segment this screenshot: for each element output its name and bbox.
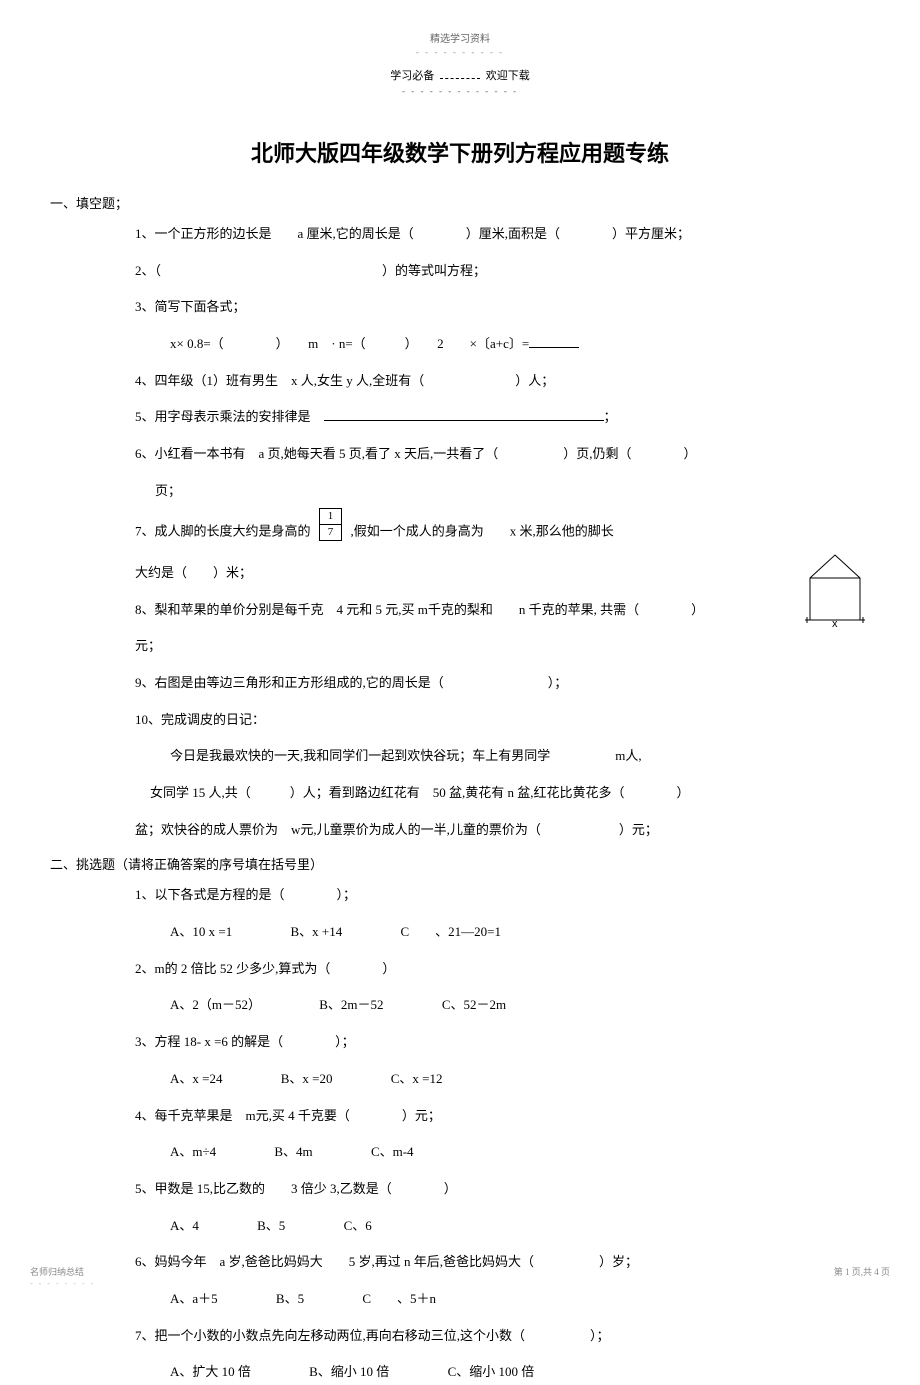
s2-q6-b: B、5	[276, 1287, 304, 1312]
s2-q3-c: C、x =12	[391, 1067, 443, 1092]
s2-q4-options: A、m÷4 B、4m C、m-4	[170, 1140, 870, 1165]
s1-q6-cont: 页；	[155, 479, 870, 504]
footer-right: 第 1 页,共 4 页	[834, 1265, 890, 1278]
s2-q4-c: C、m-4	[371, 1140, 414, 1165]
s2-q7-b: B、缩小 10 倍	[309, 1360, 389, 1385]
s2-q2-options: A、2（m－52） B、2m－52 C、52－2m	[170, 993, 870, 1018]
s2-q5-c: C、6	[344, 1214, 372, 1239]
pentagon-label: x	[832, 618, 838, 630]
fraction-denominator: 7	[320, 525, 342, 540]
header-dashes: - - - - - - - - - -	[50, 47, 870, 57]
section2-header: 二、挑选题（请将正确答案的序号填在括号里）	[50, 854, 870, 873]
s1-q5-end: ；	[604, 409, 617, 424]
s1-q10: 10、完成调皮的日记：	[135, 708, 870, 733]
header-sub-right: 欢迎下载	[486, 70, 530, 82]
s2-q1: 1、以下各式是方程的是（ ）；	[135, 883, 870, 908]
s2-q6-c: C 、5＋n	[362, 1287, 436, 1312]
fraction-box: 1 7	[319, 508, 343, 541]
s1-q5: 5、用字母表示乘法的安排律是 ；	[135, 405, 870, 430]
s1-q3-sub-text: x× 0.8=（ ） m · n=（ ） 2 ×〔a+c〕=	[170, 336, 529, 351]
page-title: 北师大版四年级数学下册列方程应用题专练	[50, 136, 870, 168]
footer-dashes: - - - - - - - -	[30, 1279, 95, 1288]
footer: 名师归纳总结 - - - - - - - - 第 1 页,共 4 页	[30, 1265, 890, 1288]
s1-q7-part1: 7、成人脚的长度大约是身高的	[135, 523, 311, 538]
section1-header: 一、填空题；	[50, 193, 870, 212]
s2-q4: 4、每千克苹果是 m元,买 4 千克要（ ）元；	[135, 1104, 870, 1129]
s1-q3: 3、简写下面各式；	[135, 295, 870, 320]
s1-q10-line1: 今日是我最欢快的一天,我和同学们一起到欢快谷玩；车上有男同学 m人,	[170, 744, 870, 769]
header-sub: 学习必备 欢迎下载	[50, 67, 870, 83]
s2-q7-options: A、扩大 10 倍 B、缩小 10 倍 C、缩小 100 倍	[170, 1360, 870, 1385]
s1-q10-line2: 女同学 15 人,共（ ）人；看到路边红花有 50 盆,黄花有 n 盆,红花比黄…	[150, 781, 870, 806]
s2-q1-b: B、x +14	[290, 920, 342, 945]
header-tiny-text: 精选学习资料	[50, 30, 870, 45]
s1-q7-part2: ,假如一个成人的身高为 x 米,那么他的脚长	[351, 523, 614, 538]
s2-q2-a: A、2（m－52）	[170, 993, 261, 1018]
s2-q3-a: A、x =24	[170, 1067, 222, 1092]
s2-q5-b: B、5	[257, 1214, 285, 1239]
s1-q2: 2、（ ）的等式叫方程；	[135, 259, 870, 284]
s2-q3: 3、方程 18- x =6 的解是（ ）；	[135, 1030, 870, 1055]
s1-q8: 8、梨和苹果的单价分别是每千克 4 元和 5 元,买 m千克的梨和 n 千克的苹…	[135, 598, 870, 623]
header-sub-left: 学习必备	[390, 70, 434, 82]
s1-q3-sub: x× 0.8=（ ） m · n=（ ） 2 ×〔a+c〕=	[170, 332, 870, 357]
s1-q9: 9、右图是由等边三角形和正方形组成的,它的周长是（ ）；	[135, 671, 870, 696]
s1-q8-cont: 元；	[135, 634, 870, 659]
header-dashes-2: - - - - - - - - - - - - -	[50, 86, 870, 96]
s2-q2: 2、m的 2 倍比 52 少多少,算式为（ ）	[135, 957, 870, 982]
s2-q1-a: A、10 x =1	[170, 920, 232, 945]
s1-q7-cont: 大约是（ ）米；	[135, 561, 870, 586]
s1-q5-text: 5、用字母表示乘法的安排律是	[135, 409, 324, 424]
fraction-numerator: 1	[320, 509, 342, 525]
s2-q5-a: A、4	[170, 1214, 199, 1239]
s2-q7-c: C、缩小 100 倍	[448, 1360, 535, 1385]
s2-q5: 5、甲数是 15,比乙数的 3 倍少 3,乙数是（ ）	[135, 1177, 870, 1202]
s2-q5-options: A、4 B、5 C、6	[170, 1214, 870, 1239]
header-blank	[440, 78, 480, 79]
s2-q2-c: C、52－2m	[442, 993, 506, 1018]
footer-left: 名师归纳总结 - - - - - - - -	[30, 1265, 95, 1288]
s2-q6-options: A、a＋5 B、5 C 、5＋n	[170, 1287, 870, 1312]
s2-q4-a: A、m÷4	[170, 1140, 216, 1165]
s2-q7: 7、把一个小数的小数点先向左移动两位,再向右移动三位,这个小数（ ）；	[135, 1324, 870, 1349]
s1-q1: 1、一个正方形的边长是 a 厘米,它的周长是（ ）厘米,面积是（ ）平方厘米；	[135, 222, 870, 247]
footer-left-text: 名师归纳总结	[30, 1267, 84, 1277]
s2-q1-c: C 、21—20=1	[401, 920, 502, 945]
s1-q4: 4、四年级（1）班有男生 x 人,女生 y 人,全班有（ ）人；	[135, 369, 870, 394]
s1-q5-blank	[324, 420, 604, 421]
s2-q7-a: A、扩大 10 倍	[170, 1360, 251, 1385]
s2-q4-b: B、4m	[274, 1140, 312, 1165]
s1-q7: 7、成人脚的长度大约是身高的 1 7 ,假如一个成人的身高为 x 米,那么他的脚…	[135, 516, 870, 549]
s2-q6-a: A、a＋5	[170, 1287, 218, 1312]
s2-q1-options: A、10 x =1 B、x +14 C 、21—20=1	[170, 920, 870, 945]
s2-q3-b: B、x =20	[281, 1067, 333, 1092]
s1-q3-blank	[529, 347, 579, 348]
s1-q6: 6、小红看一本书有 a 页,她每天看 5 页,看了 x 天后,一共看了（ ）页,…	[135, 442, 870, 467]
pentagon-shape: x	[805, 550, 865, 630]
s2-q2-b: B、2m－52	[319, 993, 383, 1018]
s2-q3-options: A、x =24 B、x =20 C、x =12	[170, 1067, 870, 1092]
s1-q10-line3: 盆；欢快谷的成人票价为 w元,儿童票价为成人的一半,儿童的票价为（ ）元；	[135, 818, 870, 843]
